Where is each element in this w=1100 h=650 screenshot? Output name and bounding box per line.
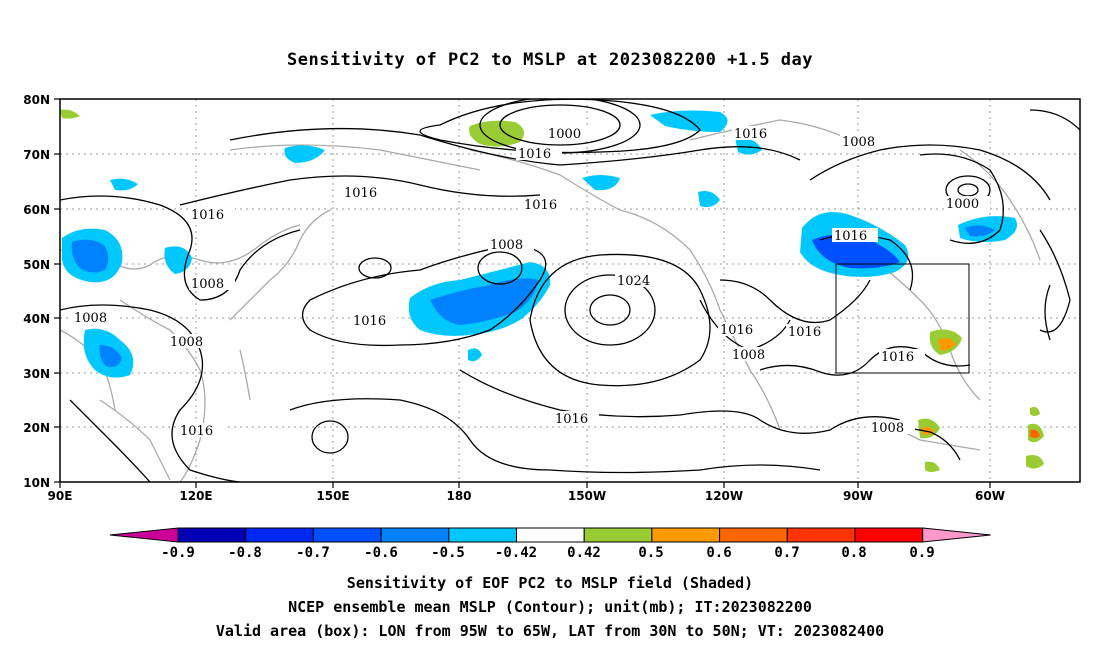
lat-label: 20N: [23, 421, 50, 435]
lon-label: 150W: [568, 489, 606, 503]
colorbar-label: 0.42: [567, 545, 601, 561]
lat-label: 60N: [23, 203, 50, 217]
lon-label: 150E: [316, 489, 349, 503]
contour-label: 1016: [788, 325, 821, 340]
colorbar-swatch: [854, 527, 924, 543]
colorbar-end-high: [922, 527, 991, 543]
colorbar-label: 0.8: [841, 545, 866, 561]
colorbar-end-low: [109, 527, 179, 543]
contour-label: 1016: [834, 229, 867, 244]
coastlines: [60, 119, 1041, 482]
lon-label: 90W: [843, 489, 873, 503]
colorbar-swatch: [516, 527, 585, 543]
caption-line-3: Valid area (box): LON from 95W to 65W, L…: [215, 622, 885, 640]
shade-arctic-positive: [469, 120, 524, 147]
contour-label: 1000: [946, 197, 979, 212]
contour-label: 1016: [881, 350, 914, 365]
contour-label: 1016: [180, 424, 213, 439]
colorbar-swatch: [719, 527, 788, 543]
colorbar-label: -0.7: [296, 545, 330, 561]
longitude-labels: 90E 120E 150E 180 150W 120W 90W 60W: [48, 489, 1005, 503]
colorbar-swatch: [448, 527, 517, 543]
colorbar-label: -0.8: [228, 545, 262, 561]
colorbar-label: -0.9: [161, 545, 195, 561]
colorbar-label: -0.6: [364, 545, 398, 561]
caption-line-2: NCEP ensemble mean MSLP (Contour); unit(…: [288, 598, 812, 616]
lon-label: 120E: [179, 489, 212, 503]
sensitivity-shading: [60, 109, 1044, 472]
colorbar-swatch: [177, 527, 247, 543]
axis-ticks: [54, 98, 991, 488]
contour-label: 1008: [871, 421, 904, 436]
contour-label: 1008: [842, 135, 875, 150]
contour-label: 1016: [344, 186, 377, 201]
contour-label: 1008: [490, 238, 523, 253]
contour-label: 1024: [617, 274, 650, 289]
colorbar-label: 0.9: [909, 545, 934, 561]
caption-line-1: Sensitivity of EOF PC2 to MSLP field (Sh…: [346, 574, 754, 592]
colorbar-swatch: [583, 527, 653, 543]
colorbar-swatch: [380, 527, 450, 543]
colorbar-swatch: [786, 527, 856, 543]
colorbar-swatch: [245, 527, 314, 543]
contour-label: 1000: [548, 127, 581, 142]
contour-label: 1016: [518, 147, 551, 162]
lat-label: 40N: [23, 312, 50, 326]
map-title: Sensitivity of PC2 to MSLP at 2023082200…: [286, 50, 813, 70]
colorbar: -0.9 -0.8 -0.7 -0.6 -0.5 -0.42 0.42 0.5 …: [109, 527, 991, 561]
colorbar-label: 0.7: [774, 545, 799, 561]
lon-label: 120W: [705, 489, 743, 503]
contour-label: 1016: [720, 323, 753, 338]
lat-label: 30N: [23, 367, 50, 381]
lat-label: 10N: [23, 476, 50, 490]
colorbar-swatches: [109, 527, 991, 543]
contour-label: 1008: [732, 348, 765, 363]
contour-label: 1016: [353, 314, 386, 329]
map-frame: [59, 98, 1081, 483]
colorbar-labels: -0.9 -0.8 -0.7 -0.6 -0.5 -0.42 0.42 0.5 …: [161, 545, 935, 561]
lat-label: 70N: [23, 148, 50, 162]
colorbar-label: -0.42: [495, 545, 537, 561]
lon-label: 180: [446, 489, 471, 503]
contour-label: 1016: [191, 208, 224, 223]
mslp-contours: [60, 99, 1080, 482]
contour-label: 1008: [191, 277, 224, 292]
lon-label: 60W: [975, 489, 1005, 503]
contour-label: 1016: [555, 412, 588, 427]
colorbar-label: -0.5: [431, 545, 465, 561]
colorbar-swatch: [651, 527, 721, 543]
map-plot-area: 1000 1016 1016 1008 1000 1016 1016 1016 …: [60, 99, 1080, 482]
contour-label: 1008: [170, 335, 203, 350]
lon-label: 90E: [48, 489, 73, 503]
contour-label: 1016: [524, 198, 557, 213]
colorbar-swatch: [312, 527, 382, 543]
contour-labels: 1000 1016 1016 1008 1000 1016 1016 1016 …: [72, 126, 990, 439]
contour-label: 1016: [734, 127, 767, 142]
valid-area-box: [835, 263, 970, 374]
lat-label: 80N: [23, 93, 50, 107]
colorbar-label: 0.5: [638, 545, 663, 561]
colorbar-label: 0.6: [706, 545, 731, 561]
latitude-labels: 80N 70N 60N 50N 40N 30N 20N 10N: [23, 93, 50, 490]
contour-label: 1008: [74, 311, 107, 326]
lat-label: 50N: [23, 258, 50, 272]
